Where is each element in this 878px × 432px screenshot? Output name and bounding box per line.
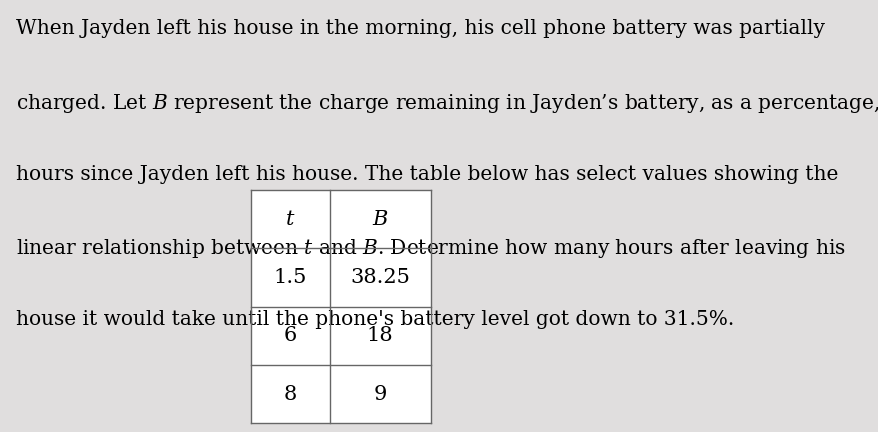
Text: $B$: $B$ bbox=[371, 210, 388, 229]
Text: 38.25: 38.25 bbox=[349, 268, 410, 287]
Text: 9: 9 bbox=[373, 385, 386, 403]
Text: When Jayden left his house in the morning, his cell phone battery was partially: When Jayden left his house in the mornin… bbox=[16, 19, 824, 38]
Text: linear relationship between $t$ and $B$. Determine how many hours after leaving : linear relationship between $t$ and $B$.… bbox=[16, 237, 845, 260]
Bar bbox=[250, 307, 329, 365]
Bar bbox=[250, 248, 329, 307]
Text: $t$: $t$ bbox=[284, 210, 295, 229]
Text: 1.5: 1.5 bbox=[273, 268, 306, 287]
Text: charged. Let $B$ represent the charge remaining in Jayden’s battery, as a percen: charged. Let $B$ represent the charge re… bbox=[16, 92, 878, 115]
Text: 6: 6 bbox=[283, 327, 297, 345]
Text: 8: 8 bbox=[283, 385, 297, 403]
Bar bbox=[250, 190, 329, 248]
Text: house it would take until the phone's battery level got down to 31.5%.: house it would take until the phone's ba… bbox=[16, 310, 733, 329]
Text: 18: 18 bbox=[366, 327, 393, 345]
Bar bbox=[250, 365, 329, 423]
Text: hours since Jayden left his house. The table below has select values showing the: hours since Jayden left his house. The t… bbox=[16, 165, 838, 184]
